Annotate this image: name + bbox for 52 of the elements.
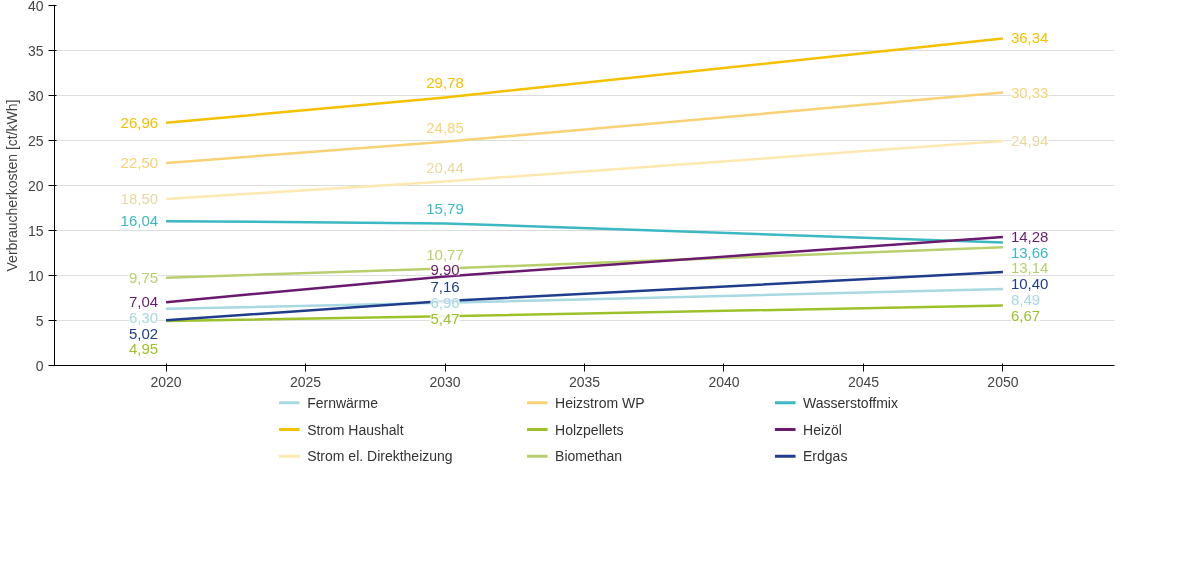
data-label: 36,34 <box>1010 29 1049 47</box>
data-label: 15,79 <box>426 200 464 218</box>
data-label: 26,96 <box>120 113 159 131</box>
y-tick-label: 30 <box>27 87 44 104</box>
data-label: 6,30 <box>128 308 159 326</box>
x-tick-label: 2025 <box>289 373 322 390</box>
data-label: 5,02 <box>128 324 159 342</box>
legend-label: Biomethan <box>555 448 623 465</box>
legend-label: Heizstrom WP <box>555 394 645 411</box>
y-tick-label: 40 <box>27 0 44 14</box>
y-tick-label: 10 <box>27 267 44 284</box>
data-label: 13,14 <box>1010 259 1049 277</box>
legend-label: Fernwärme <box>307 394 379 411</box>
data-label: 24,94 <box>1010 132 1049 150</box>
legend-label: Erdgas <box>803 448 848 465</box>
data-label: 20,44 <box>426 158 464 176</box>
x-tick-label: 2050 <box>987 373 1019 390</box>
y-tick-label: 25 <box>27 132 44 149</box>
data-label: 9,75 <box>128 268 159 286</box>
legend-label: Strom Haushalt <box>307 421 404 438</box>
data-label: 29,78 <box>426 74 464 92</box>
data-label: 30,33 <box>1010 83 1049 101</box>
legend-label: Holzpellets <box>555 421 624 438</box>
x-tick-label: 2030 <box>429 373 461 390</box>
x-tick-label: 2045 <box>847 373 880 390</box>
y-tick-label: 20 <box>27 177 44 194</box>
x-tick-label: 2035 <box>568 373 601 390</box>
y-tick-label: 35 <box>27 42 44 59</box>
data-label: 10,77 <box>426 245 464 263</box>
x-tick-label: 2020 <box>150 373 182 390</box>
data-label: 24,85 <box>426 118 464 136</box>
data-label: 8,49 <box>1010 290 1041 308</box>
data-label: 22,50 <box>120 154 159 171</box>
y-tick-label: 0 <box>35 357 44 374</box>
y-tick-label: 15 <box>27 222 44 239</box>
data-label: 18,50 <box>120 190 159 207</box>
y-axis-title: Verbraucherkosten [ct/kWh] <box>3 99 20 272</box>
data-label: 13,66 <box>1010 243 1049 261</box>
data-label: 16,04 <box>120 212 159 230</box>
data-label: 6,67 <box>1010 306 1041 324</box>
legend-label: Wasserstoffmix <box>803 394 898 411</box>
legend-label: Strom el. Direktheizung <box>307 448 453 465</box>
legend-label: Heizöl <box>803 421 842 438</box>
data-label: 5,47 <box>430 309 460 327</box>
data-label: 14,28 <box>1010 227 1049 245</box>
y-tick-label: 5 <box>35 312 44 329</box>
data-label: 4,95 <box>128 340 159 358</box>
data-label: 7,16 <box>430 278 460 296</box>
data-label: 10,40 <box>1010 275 1049 293</box>
x-tick-label: 2040 <box>708 373 740 390</box>
data-label: 7,04 <box>128 293 159 311</box>
data-label: 9,90 <box>430 261 460 279</box>
